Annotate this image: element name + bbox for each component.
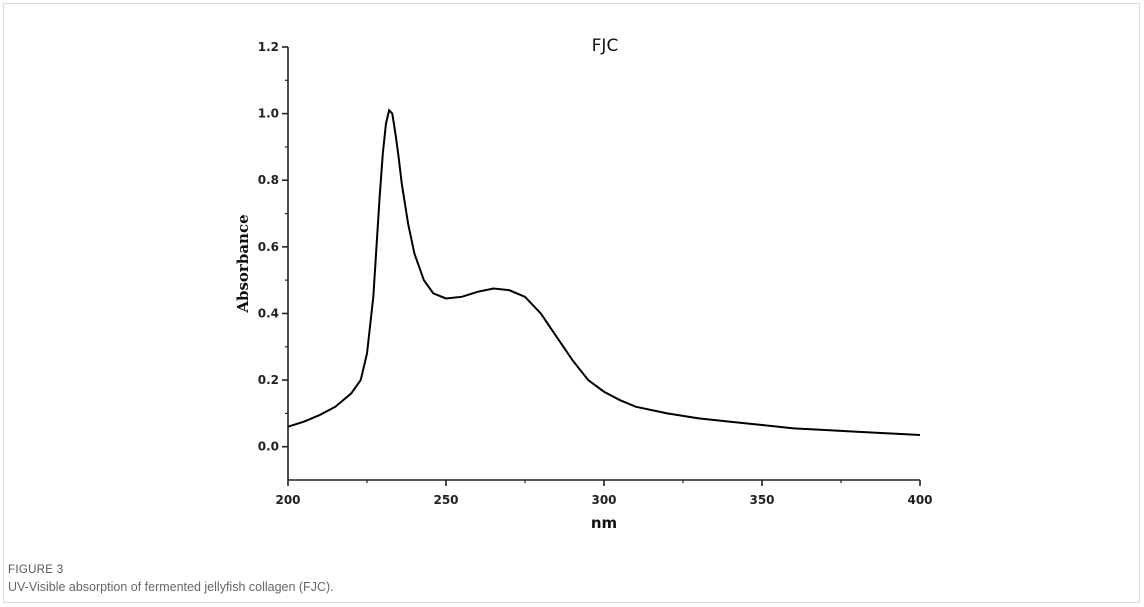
x-tick-label: 200 <box>275 493 300 507</box>
y-axis-ticks: 0.0 0.2 0.4 0.6 0.8 1.0 1.2 <box>258 40 288 454</box>
y-tick-label: 0.6 <box>258 240 279 254</box>
absorbance-series-line <box>287 108 921 437</box>
y-tick-label: 0.4 <box>258 306 279 320</box>
x-tick-label: 400 <box>907 493 932 507</box>
y-axis-label: Absorbance <box>234 214 252 313</box>
chart: FJC 0.0 0.2 0.4 0.6 0.8 1.0 1.2 200 250 300 350 40… <box>234 36 933 532</box>
x-tick-label: 300 <box>591 493 616 507</box>
figure-number: FIGURE 3 <box>8 564 64 576</box>
y-tick-label: 1.0 <box>258 107 279 121</box>
y-tick-label: 0.8 <box>258 173 279 187</box>
figure-caption: UV-Visible absorption of fermented jelly… <box>8 580 334 594</box>
x-tick-label: 250 <box>433 493 458 507</box>
figure-frame <box>3 3 1140 603</box>
chart-title: FJC <box>592 36 619 56</box>
x-tick-label: 350 <box>749 493 774 507</box>
y-tick-label: 0.2 <box>258 373 279 387</box>
y-tick-label: 1.2 <box>258 40 279 54</box>
y-tick-label: 0.0 <box>258 440 279 454</box>
x-axis-label: nm <box>591 514 617 532</box>
x-axis-ticks: 200 250 300 350 400 <box>275 480 933 507</box>
